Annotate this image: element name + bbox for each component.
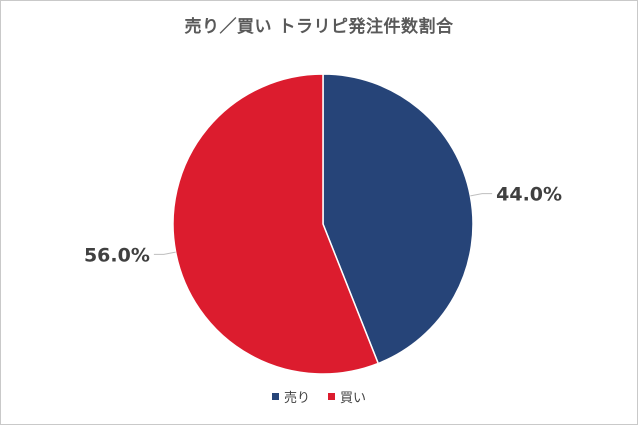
chart-legend: 売り 買い — [0, 387, 638, 406]
legend-item-sell: 売り — [271, 387, 310, 406]
data-label-sell: 44.0% — [496, 184, 562, 206]
leader-line-sell — [470, 193, 493, 197]
legend-swatch-sell — [271, 393, 279, 400]
pie-slice-sell — [322, 73, 474, 365]
legend-item-buy: 買い — [328, 387, 366, 406]
leader-line-buy — [153, 251, 176, 255]
legend-swatch-buy — [328, 393, 335, 400]
data-label-buy: 56.0% — [84, 244, 150, 266]
legend-label-sell: 売り — [283, 391, 310, 406]
legend-label-buy: 買い — [340, 391, 367, 406]
chart-title: 売り／買い トラリピ発注件数割合 — [184, 17, 454, 37]
